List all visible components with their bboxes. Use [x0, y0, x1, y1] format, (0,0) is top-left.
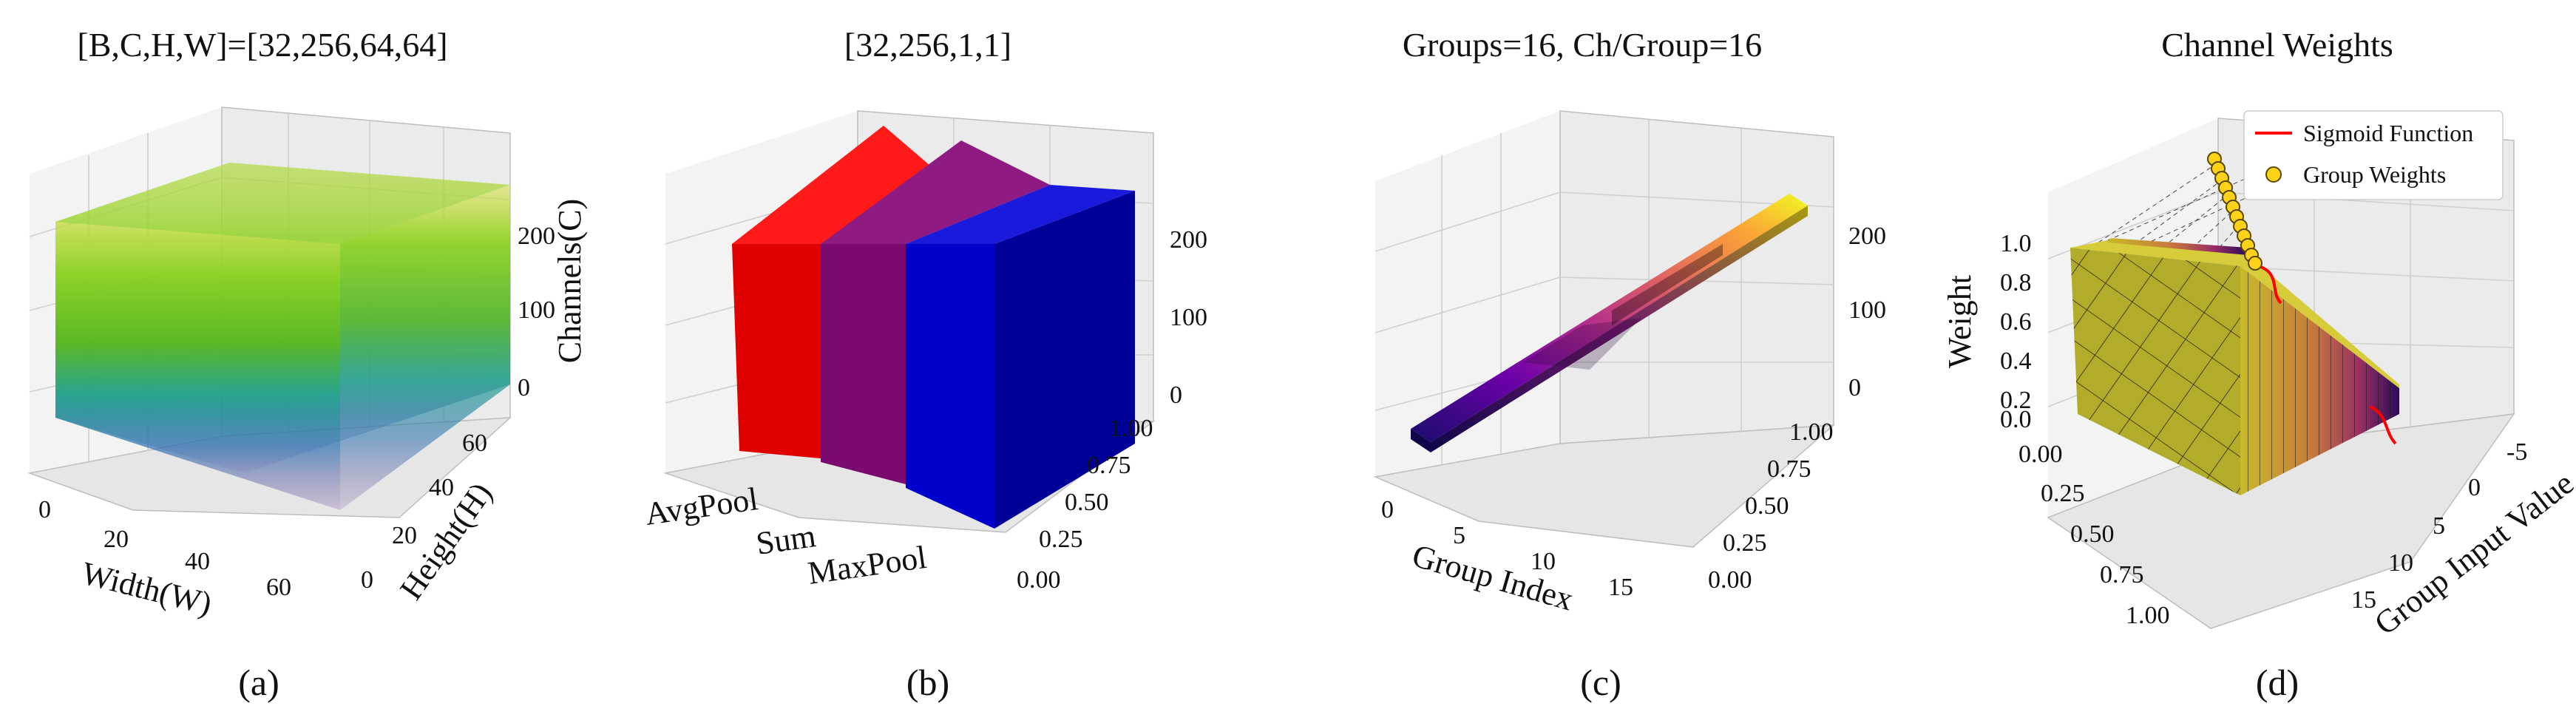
panel-d-xtick-3: 10 — [2388, 549, 2413, 577]
panel-b-ytick-2: 0.50 — [1065, 489, 1109, 516]
panel-d-sigmoid-curve — [2258, 265, 2397, 445]
legend-label-group-weights: Group Weights — [2303, 161, 2446, 188]
panel-d-box-stripes — [2240, 266, 2399, 495]
panel-d: Channel Weights — [1942, 26, 2576, 703]
panel-a-cube-front — [55, 222, 340, 510]
panel-d-ytick-2: 0.50 — [2070, 520, 2115, 548]
panel-a-ztick-1: 100 — [518, 296, 555, 324]
panel-b: [32,256,1,1] AvgPool Sum MaxPool 0.00 0.… — [643, 26, 1207, 703]
panel-a-cube-side — [340, 185, 510, 510]
panel-d-ytick-0: 0.00 — [2019, 441, 2063, 468]
bar-maxpool-front — [906, 244, 994, 529]
panel-d-ztick-3: 0.6 — [2000, 308, 2032, 336]
panel-b-ytick-4: 1.00 — [1109, 415, 1153, 442]
bar-label-maxpool: MaxPool — [806, 539, 929, 591]
bar-maxpool-side — [994, 191, 1135, 529]
panel-b-ztick-2: 200 — [1170, 226, 1207, 254]
panel-d-ztick-5: 1.0 — [2000, 230, 2032, 257]
panel-a-ytick-1: 20 — [392, 522, 417, 549]
legend-dot-icon — [2265, 166, 2282, 183]
panel-a-caption: (a) — [238, 662, 279, 703]
panel-c-caption: (c) — [1580, 662, 1621, 703]
panel-d-xtick-4: 15 — [2351, 586, 2376, 614]
panel-d-box-ridge — [2107, 238, 2248, 255]
panel-d-caption: (d) — [2256, 662, 2299, 703]
panel-a-xtick-1: 20 — [104, 526, 129, 553]
panel-a-title: [B,C,H,W]=[32,256,64,64] — [77, 26, 447, 64]
legend-label-sigmoid: Sigmoid Function — [2303, 120, 2473, 146]
panel-d-xtick-0: -5 — [2506, 438, 2527, 466]
panel-d-ztick-0: 0.0 — [2000, 406, 2032, 433]
panel-d-ytick-3: 0.75 — [2100, 561, 2144, 588]
bar-sum-top — [821, 140, 1050, 244]
panel-b-ztick-1: 100 — [1170, 304, 1207, 331]
panel-c-surface-top — [1411, 194, 1808, 442]
panel-c-surface-end — [1411, 429, 1431, 452]
bar-maxpool-top — [906, 185, 1135, 244]
panel-b-caption: (b) — [906, 662, 949, 703]
panel-a-ztick-2: 200 — [518, 223, 555, 250]
panel-a-xtick-0: 0 — [38, 496, 51, 523]
bar-avgpool-front — [732, 244, 821, 458]
panel-a-ytick-2: 40 — [429, 474, 454, 501]
panel-c-ztick-0: 0 — [1848, 374, 1861, 401]
panel-b-ztick-0: 0 — [1170, 381, 1182, 409]
bar-avgpool-top — [732, 126, 961, 244]
panel-d-ytick-4: 1.00 — [2126, 602, 2170, 629]
panel-b-title: [32,256,1,1] — [844, 26, 1011, 64]
panel-c-floor-pane — [1373, 424, 1836, 548]
panel-c-ytick-3: 0.75 — [1767, 455, 1811, 483]
panel-c-xtick-1: 5 — [1453, 522, 1465, 549]
panel-a-ytick-0: 0 — [361, 566, 373, 594]
panel-c: Groups=16, Ch/Group=16 0 5 10 15 Group I… — [1373, 26, 1886, 703]
panel-c-title: Groups=16, Ch/Group=16 — [1403, 26, 1762, 64]
panel-c-ytick-2: 0.50 — [1745, 492, 1789, 520]
panel-d-zlabel: Weight — [1942, 275, 1978, 368]
legend-box — [2243, 110, 2504, 200]
panel-c-surface-side — [1431, 206, 1808, 452]
panel-a-xtick-2: 40 — [185, 548, 210, 575]
panel-a-ztick-0: 0 — [518, 374, 530, 401]
panel-c-surface-shade-2 — [1523, 318, 1641, 370]
panel-c-ztick-2: 200 — [1848, 223, 1886, 250]
panel-b-ytick-0: 0.00 — [1017, 566, 1061, 594]
panel-c-xtick-2: 10 — [1531, 548, 1556, 575]
panel-d-box-hatch — [2070, 248, 2240, 495]
bar-label-avgpool: AvgPool — [643, 481, 761, 532]
panel-a-zlabel: Channels(C) — [552, 199, 588, 363]
panel-d-ytick-1: 0.25 — [2041, 480, 2085, 507]
panel-c-ytick-4: 1.00 — [1789, 418, 1834, 446]
panel-d-title: Channel Weights — [2161, 26, 2393, 64]
panel-d-group-weights — [2207, 152, 2263, 271]
panel-c-xtick-0: 0 — [1381, 496, 1394, 523]
panel-d-xtick-2: 5 — [2433, 512, 2445, 540]
panel-a-ytick-3: 60 — [462, 430, 487, 457]
panel-a-cube-top — [55, 163, 510, 244]
panel-c-xtick-3: 15 — [1608, 574, 1633, 601]
panel-d-xtick-1: 0 — [2468, 474, 2481, 501]
panel-d-ztick-4: 0.8 — [2000, 269, 2032, 296]
panel-d-ztick-2: 0.4 — [2000, 347, 2032, 375]
panel-d-legend: Sigmoid Function Group Weights — [2243, 110, 2504, 200]
panel-b-ytick-3: 0.75 — [1087, 452, 1131, 479]
panel-a: [B,C,H,W]=[32,256,64,64] 0 20 40 60 Widt… — [27, 26, 588, 703]
bar-sum-front — [821, 244, 906, 484]
panel-c-ztick-1: 100 — [1848, 296, 1886, 324]
panel-c-ytick-1: 0.25 — [1723, 529, 1767, 557]
panel-d-ztick-1: 0.2 — [2000, 387, 2032, 414]
panel-c-surface-shade — [1612, 244, 1723, 325]
panel-a-xtick-3: 60 — [266, 574, 291, 601]
bar-label-sum: Sum — [754, 518, 818, 562]
panel-b-ytick-1: 0.25 — [1039, 526, 1083, 553]
panel-c-ytick-0: 0.00 — [1708, 566, 1752, 594]
